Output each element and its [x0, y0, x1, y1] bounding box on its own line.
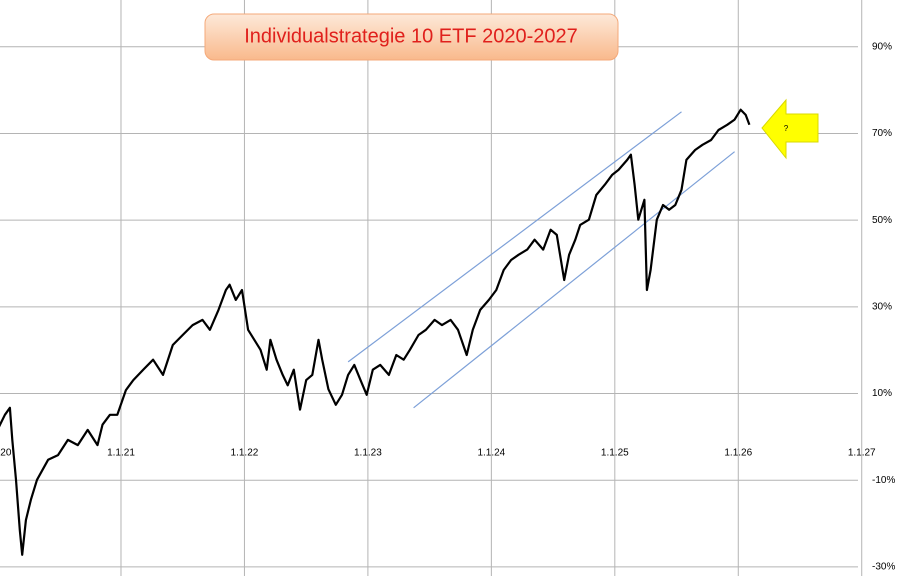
x-tick-label: 1.1.27	[848, 448, 876, 459]
channel-line	[413, 151, 735, 409]
line	[0, 108, 751, 556]
x-tick-label: 1.1.26	[724, 448, 752, 459]
y-tick-label: -10%	[872, 475, 895, 486]
arrow	[761, 98, 819, 160]
y-tick-label: 70%	[872, 128, 892, 139]
x-tick-label: 1.1.23	[354, 448, 382, 459]
y-tick-label: 10%	[872, 388, 892, 399]
y-tick-label: 90%	[872, 41, 892, 52]
y-tick-label: 50%	[872, 215, 892, 226]
x-tick-label: 1.1.20	[0, 448, 12, 459]
chart-title: Individualstrategie 10 ETF 2020-2027	[244, 25, 578, 47]
x-tick-label: 1.1.25	[601, 448, 629, 459]
y-tick-label: -30%	[872, 562, 895, 573]
annotation: ?	[784, 124, 789, 133]
plot	[0, 108, 751, 556]
x-tick-label: 1.1.21	[107, 448, 135, 459]
channel-line	[347, 111, 682, 363]
title-box	[204, 13, 619, 61]
x-tick-label: 1.1.24	[477, 448, 505, 459]
x-tick-label: 1.1.22	[231, 448, 259, 459]
y-tick-label: 30%	[872, 301, 892, 312]
